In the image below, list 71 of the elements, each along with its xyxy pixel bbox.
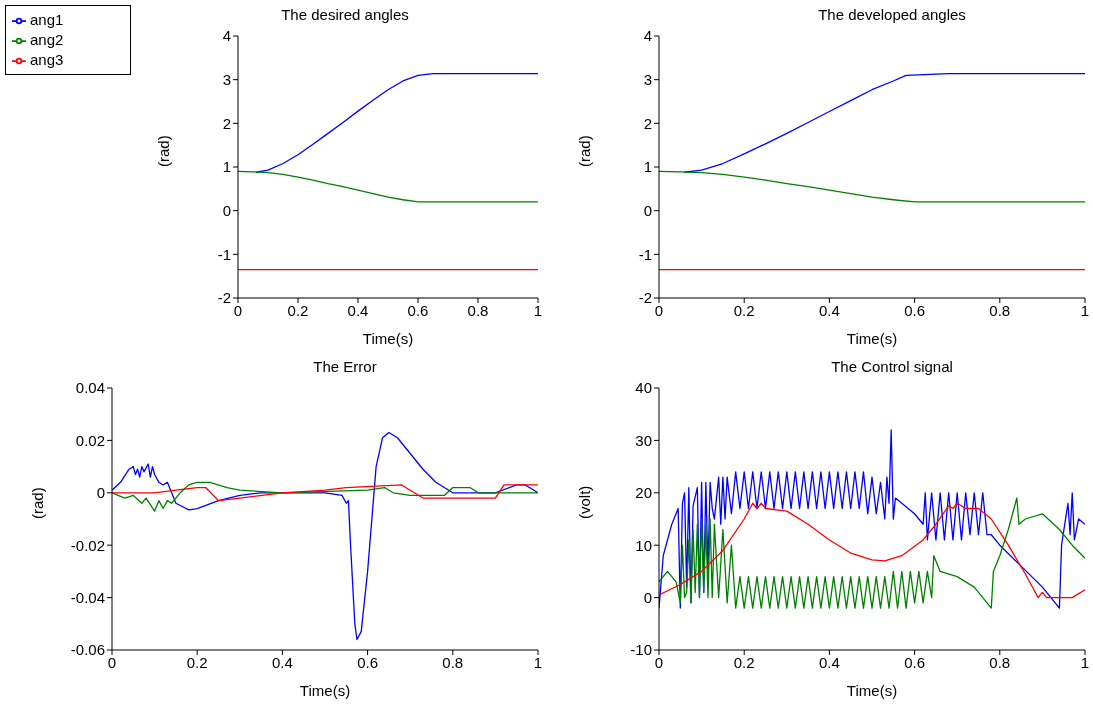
y-axis-title: (rad) xyxy=(576,135,594,167)
y-tick-label: 0.04 xyxy=(75,379,105,397)
chart-title: The desired angles xyxy=(280,6,410,23)
y-tick-label: -10 xyxy=(630,641,652,659)
x-tick-label: 0.6 xyxy=(407,301,429,319)
y-tick-label: 3 xyxy=(643,70,652,88)
y-tick-label: 0 xyxy=(96,484,105,502)
x-tick-label: 0.4 xyxy=(271,653,293,671)
y-tick-label: 0.02 xyxy=(75,431,105,449)
y-tick-label: 30 xyxy=(635,431,652,449)
x-tick-label: 0.4 xyxy=(818,653,840,671)
x-tick-label: 1 xyxy=(1080,653,1090,671)
line-series xyxy=(112,484,538,502)
y-axis-title: (volt) xyxy=(576,485,594,519)
x-tick-label: 0.2 xyxy=(733,653,755,671)
y-tick-label: -1 xyxy=(217,245,231,263)
line-series xyxy=(659,429,1085,609)
y-tick-label: -2 xyxy=(638,289,652,307)
line-series xyxy=(659,170,1085,203)
line-series xyxy=(112,481,538,512)
x-tick-label: 0 xyxy=(233,301,243,319)
x-tick-label: 0 xyxy=(654,301,664,319)
chart-title: The Error xyxy=(312,358,378,375)
y-tick-label: 3 xyxy=(222,70,231,88)
y-tick-label: 1 xyxy=(222,158,231,176)
x-tick-label: 0.8 xyxy=(989,653,1011,671)
legend-label: ang2 xyxy=(30,31,64,48)
y-tick-label: -0.06 xyxy=(70,641,105,659)
x-tick-label: 0.6 xyxy=(904,653,926,671)
x-tick-label: 1 xyxy=(533,653,543,671)
x-axis-title: Time(s) xyxy=(299,682,351,699)
y-axis-title: (rad) xyxy=(155,135,173,167)
y-axis-title: (rad) xyxy=(29,487,47,519)
y-tick-label: -0.04 xyxy=(70,588,105,606)
x-tick-label: 1 xyxy=(533,301,543,319)
y-tick-label: -1 xyxy=(638,245,652,263)
y-tick-label: 40 xyxy=(635,379,652,397)
x-tick-label: 0.6 xyxy=(904,301,926,319)
x-axis-title: Time(s) xyxy=(362,330,414,347)
x-axis-title: Time(s) xyxy=(846,682,898,699)
y-tick-label: 0 xyxy=(643,588,652,606)
x-tick-label: 0.2 xyxy=(186,653,208,671)
x-tick-label: 0.4 xyxy=(818,301,840,319)
x-axis-title: Time(s) xyxy=(846,330,898,347)
legend-label: ang3 xyxy=(30,51,64,68)
y-tick-label: 4 xyxy=(643,27,652,45)
y-tick-label: 1 xyxy=(643,158,652,176)
y-tick-label: 4 xyxy=(222,27,231,45)
y-tick-label: -0.02 xyxy=(70,536,105,554)
x-tick-label: 1 xyxy=(1080,301,1090,319)
y-tick-label: 2 xyxy=(222,114,231,132)
x-tick-label: 0.4 xyxy=(347,301,369,319)
x-tick-label: 0.6 xyxy=(357,653,379,671)
x-tick-label: 0.2 xyxy=(733,301,755,319)
y-tick-label: -2 xyxy=(217,289,231,307)
y-tick-label: 10 xyxy=(635,536,652,554)
y-tick-label: 20 xyxy=(635,484,652,502)
x-tick-label: 0.8 xyxy=(989,301,1011,319)
y-tick-label: 0 xyxy=(222,201,231,219)
legend-label: ang1 xyxy=(30,11,64,28)
chart-title: The developed angles xyxy=(817,6,967,23)
chart-title: The Control signal xyxy=(830,358,954,375)
x-tick-label: 0.2 xyxy=(287,301,309,319)
x-tick-label: 0.8 xyxy=(467,301,489,319)
y-tick-label: 0 xyxy=(643,201,652,219)
x-tick-label: 0 xyxy=(654,653,664,671)
line-series xyxy=(112,431,538,641)
line-series xyxy=(238,170,538,203)
x-tick-label: 0 xyxy=(107,653,117,671)
y-tick-label: 2 xyxy=(643,114,652,132)
x-tick-label: 0.8 xyxy=(442,653,464,671)
